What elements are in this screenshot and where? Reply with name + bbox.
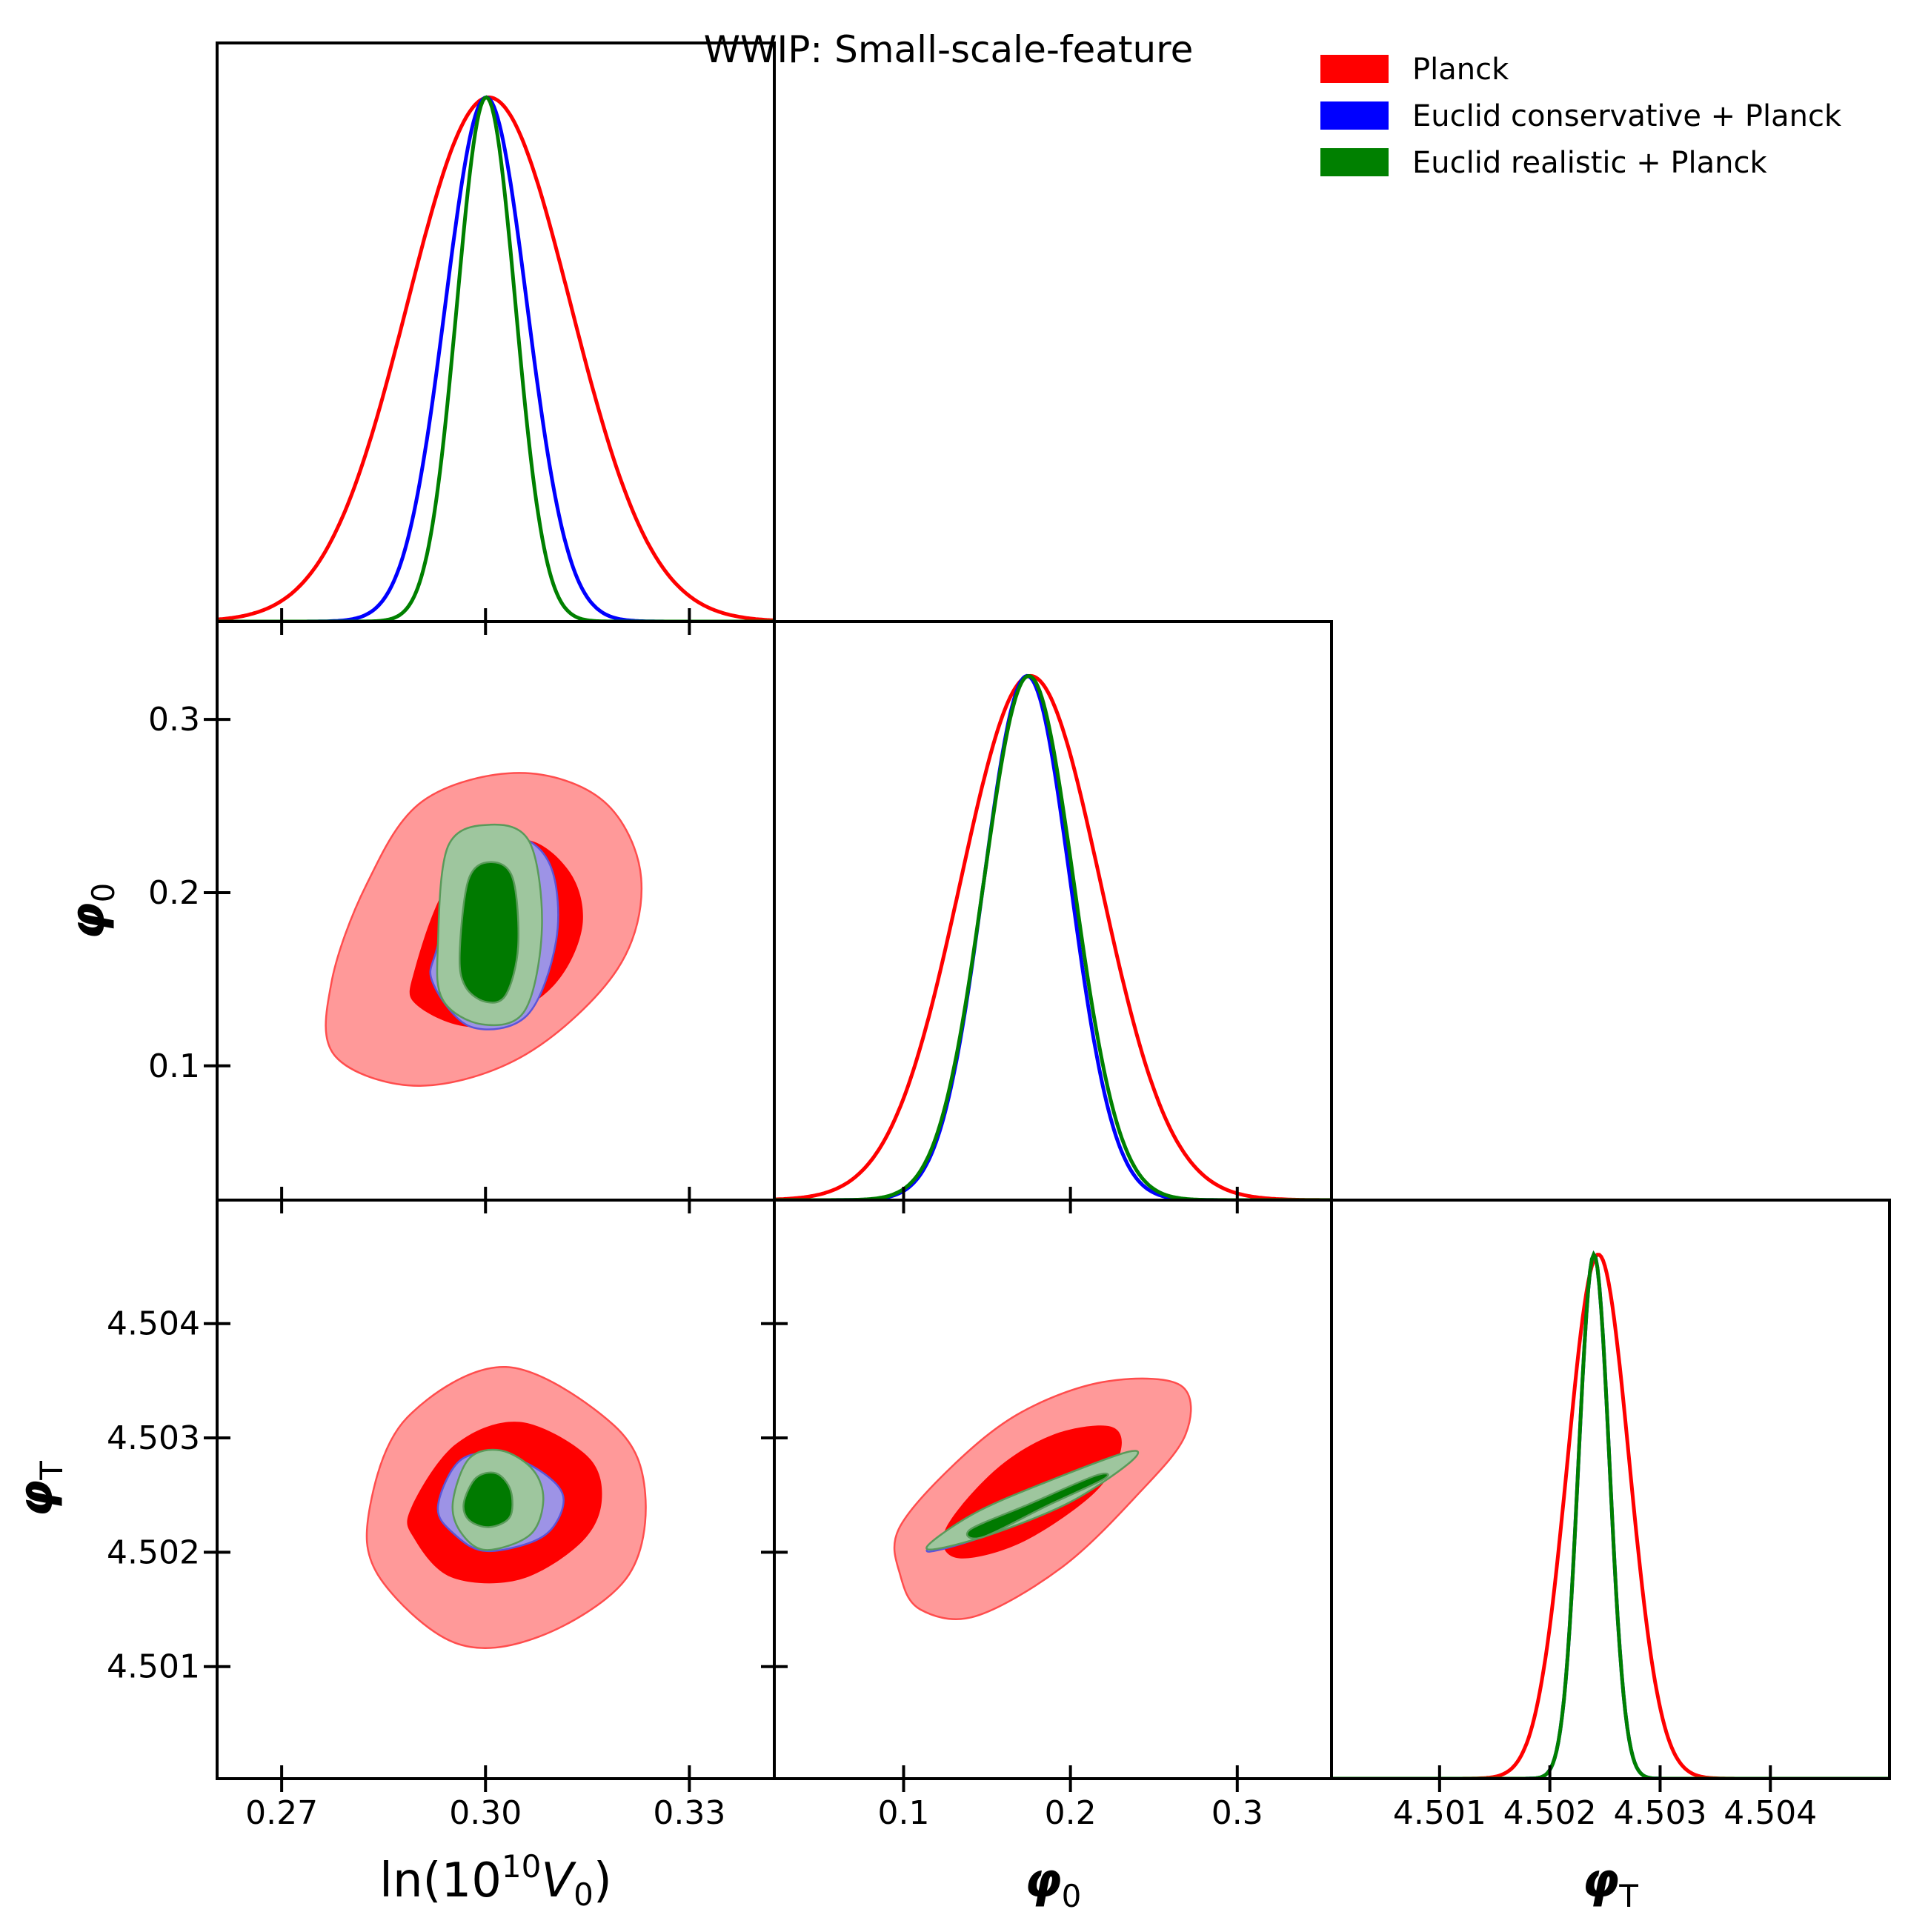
marginal-panel-lnV0 xyxy=(217,95,774,622)
y-tick-label-phi0: 0.2 xyxy=(148,874,200,912)
y-tick-label-phiT: 4.504 xyxy=(107,1305,200,1343)
marginal-panel-phi0 xyxy=(774,673,1332,1200)
contour-panel-phi0-phiT xyxy=(893,1377,1192,1620)
x-tick-label-phi0: 0.2 xyxy=(1045,1794,1097,1832)
axis-label-phi0: φ0 xyxy=(61,883,122,940)
y-tick-label-phiT: 4.502 xyxy=(107,1533,200,1571)
panels xyxy=(216,41,1891,1780)
marginal-panel-phiT xyxy=(1332,1250,1889,1779)
panel-frame-phiT-phiT xyxy=(1330,1199,1891,1780)
axis-labels: 0.27 0.30 0.33 0.1 0.2 0.3 4.501 4.502 4.503 4.50… xyxy=(9,701,1817,1914)
marginal-curve-euclid-realistic-planck xyxy=(1332,1250,1889,1779)
x-tick-label-phiT: 4.502 xyxy=(1503,1794,1597,1832)
y-tick-label-phi0: 0.1 xyxy=(148,1047,200,1085)
axis-label-phiT: φT xyxy=(9,1461,70,1517)
marginal-curve-euclid-realistic-planck xyxy=(217,95,774,622)
y-tick-label-phiT: 4.501 xyxy=(107,1648,200,1686)
axis-label-phiT: φT xyxy=(1582,1853,1638,1914)
panel-frame-phi0-phi0 xyxy=(773,620,1333,1202)
y-tick-label-phiT: 4.503 xyxy=(107,1419,200,1457)
x-tick-label-lnV0: 0.30 xyxy=(449,1794,522,1832)
contour-euclid-realistic-planck-68 xyxy=(965,1472,1109,1540)
legend-label-euclid-conservative-planck: Euclid conservative + Planck xyxy=(1412,99,1842,133)
legend-swatch-euclid-realistic-planck xyxy=(1320,148,1389,176)
tick-layer xyxy=(204,608,1772,1792)
x-tick-label-lnV0: 0.27 xyxy=(245,1794,318,1832)
legend-label-euclid-realistic-planck: Euclid realistic + Planck xyxy=(1412,146,1768,180)
marginal-curve-euclid-realistic-planck xyxy=(774,673,1332,1200)
legend: Planck Euclid conservative + Planck Euclid… xyxy=(1320,53,1842,180)
legend-label-planck: Planck xyxy=(1412,53,1509,87)
contour-panel-lnV0-phiT xyxy=(365,1366,647,1650)
x-tick-label-phi0: 0.1 xyxy=(877,1794,929,1832)
x-tick-label-lnV0: 0.33 xyxy=(653,1794,725,1832)
chart-title: WWIP: Small-scale-feature xyxy=(704,28,1194,71)
x-tick-label-phiT: 4.501 xyxy=(1393,1794,1486,1832)
legend-swatch-euclid-conservative-planck xyxy=(1320,101,1389,130)
x-tick-label-phiT: 4.504 xyxy=(1723,1794,1817,1832)
x-tick-label-phiT: 4.503 xyxy=(1613,1794,1706,1832)
contour-euclid-realistic-planck-68 xyxy=(458,861,519,1004)
marginal-curve-planck xyxy=(1332,1253,1889,1779)
axis-label-lnV0: ln(1010V0) xyxy=(379,1848,612,1913)
contour-euclid-realistic-planck-68 xyxy=(462,1471,513,1528)
marginal-curve-planck xyxy=(217,95,774,622)
y-tick-label-phi0: 0.3 xyxy=(148,701,200,739)
x-tick-label-phi0: 0.3 xyxy=(1211,1794,1263,1832)
legend-swatch-planck xyxy=(1320,55,1389,83)
marginal-curve-euclid-conservative-planck xyxy=(217,95,774,622)
contour-panel-lnV0-phi0 xyxy=(325,772,643,1087)
axis-label-phi0: φ0 xyxy=(1025,1853,1082,1914)
